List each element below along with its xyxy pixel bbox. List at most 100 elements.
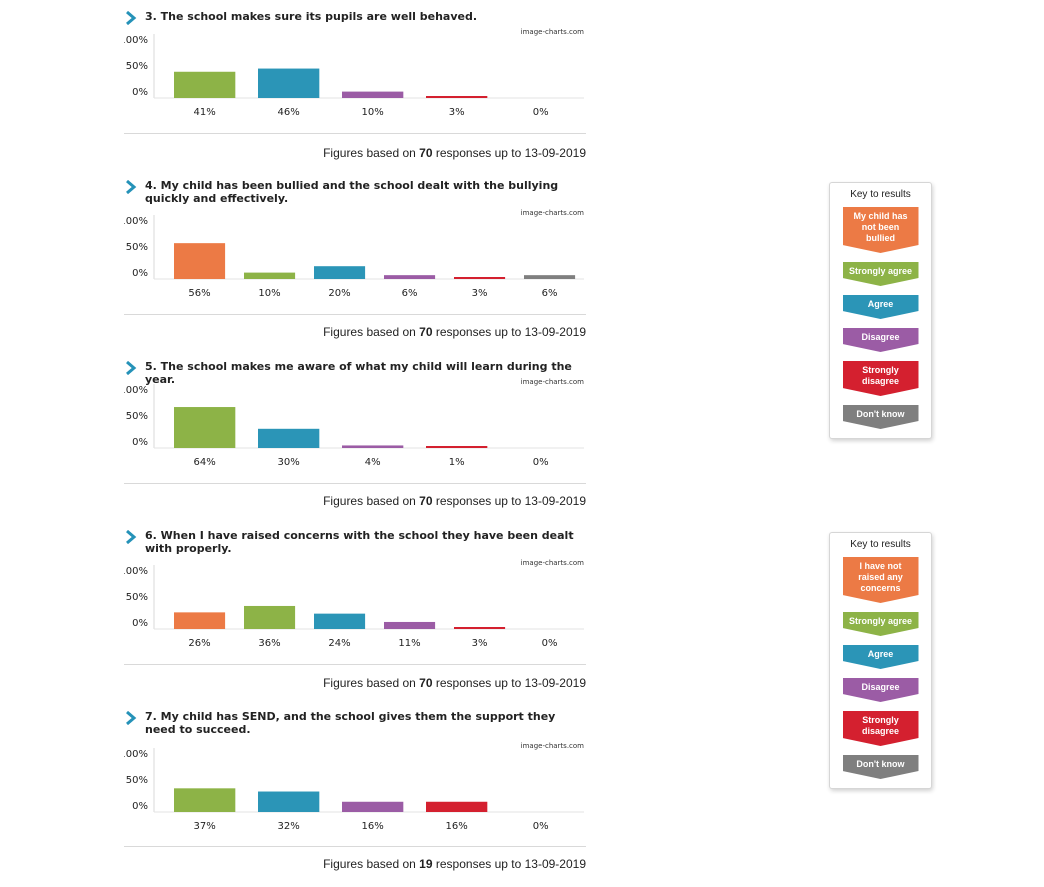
bar bbox=[174, 243, 226, 279]
y-tick-label: 50% bbox=[126, 61, 148, 72]
bar bbox=[174, 788, 236, 812]
chart-svg: image-charts.com 100% 50% 0% 56% 10% 20% 6% 3% 6% bbox=[124, 209, 585, 299]
y-tick-label: 50% bbox=[126, 242, 148, 253]
key-item: Strongly disagree bbox=[843, 361, 919, 396]
bar bbox=[342, 801, 404, 812]
data-label: 11% bbox=[398, 638, 420, 649]
data-label: 20% bbox=[328, 288, 350, 299]
y-tick-label: 100% bbox=[124, 35, 148, 46]
data-label: 3% bbox=[472, 288, 488, 299]
question-title: 6. When I have raised concerns with the … bbox=[145, 529, 574, 555]
chart-watermark: image-charts.com bbox=[521, 209, 585, 217]
bar bbox=[174, 612, 226, 629]
key-item-label: My child has not been bullied bbox=[843, 207, 919, 253]
chart-svg: image-charts.com 100% 50% 0% 37% 32% 16% 16% 0% bbox=[124, 742, 584, 832]
data-label: 64% bbox=[194, 457, 216, 468]
key-title: Key to results bbox=[850, 189, 911, 200]
figures-footnote: Figures based on 70 responses up to 13-0… bbox=[323, 676, 586, 690]
key-item-label: Agree bbox=[843, 295, 919, 319]
question-block: 6. When I have raised concerns with the … bbox=[124, 529, 586, 690]
chart-watermark: image-charts.com bbox=[521, 28, 585, 36]
question-title: 4. My child has been bullied and the sch… bbox=[145, 179, 559, 205]
question-title: 7. My child has SEND, and the school giv… bbox=[145, 710, 556, 736]
y-tick-label: 0% bbox=[132, 268, 148, 279]
key-item: Strongly agree bbox=[843, 612, 919, 636]
data-label: 36% bbox=[258, 638, 280, 649]
key-item: Agree bbox=[843, 295, 919, 319]
bar-chart: image-charts.com 100% 50% 0% 26% 36% 24% 11% 3% 0… bbox=[124, 559, 586, 664]
key-to-results: Key to results I have not raised any con… bbox=[829, 532, 932, 789]
key-item: Disagree bbox=[843, 678, 919, 702]
bar bbox=[258, 791, 320, 812]
key-item: Strongly agree bbox=[843, 262, 919, 286]
bar bbox=[174, 71, 236, 98]
question-block: 7. My child has SEND, and the school giv… bbox=[124, 710, 586, 871]
question-block: 4. My child has been bullied and the sch… bbox=[124, 179, 586, 339]
question-block: 5. The school makes me aware of what my … bbox=[124, 360, 586, 508]
bar bbox=[314, 613, 366, 629]
question-heading: 5. The school makes me aware of what my … bbox=[124, 360, 586, 386]
bar-chart: image-charts.com 100% 50% 0% 64% 30% 4% 1% 0% bbox=[124, 378, 586, 483]
key-item-label: Don't know bbox=[843, 755, 919, 779]
data-label: 46% bbox=[278, 107, 300, 118]
chevron-right-icon bbox=[126, 361, 137, 375]
y-tick-label: 0% bbox=[132, 87, 148, 98]
key-item-label: Strongly disagree bbox=[843, 711, 919, 746]
bar-chart: image-charts.com 100% 50% 0% 41% 46% 10% 3% 0% bbox=[124, 28, 586, 133]
bar bbox=[426, 801, 488, 812]
y-tick-label: 0% bbox=[132, 437, 148, 448]
y-tick-label: 50% bbox=[126, 592, 148, 603]
question-title: 5. The school makes me aware of what my … bbox=[145, 360, 572, 386]
bar bbox=[258, 68, 320, 98]
y-tick-label: 50% bbox=[126, 775, 148, 786]
key-item: Don't know bbox=[843, 755, 919, 779]
key-title: Key to results bbox=[850, 539, 911, 550]
key-item: Agree bbox=[843, 645, 919, 669]
y-tick-label: 100% bbox=[124, 385, 148, 396]
question-heading: 7. My child has SEND, and the school giv… bbox=[124, 710, 586, 736]
bar bbox=[454, 277, 506, 279]
data-label: 32% bbox=[278, 821, 300, 832]
data-label: 16% bbox=[362, 821, 384, 832]
data-label: 41% bbox=[194, 107, 216, 118]
key-item-label: Agree bbox=[843, 645, 919, 669]
key-item: Disagree bbox=[843, 328, 919, 352]
bar bbox=[244, 272, 296, 279]
key-item-label: Disagree bbox=[843, 328, 919, 352]
data-label: 0% bbox=[533, 457, 549, 468]
figures-footnote: Figures based on 70 responses up to 13-0… bbox=[323, 146, 586, 160]
chart-svg: image-charts.com 100% 50% 0% 26% 36% 24% 11% 3% 0… bbox=[124, 559, 584, 649]
question-heading: 6. When I have raised concerns with the … bbox=[124, 529, 586, 555]
chevron-right-icon bbox=[126, 11, 137, 25]
question-heading: 3. The school makes sure its pupils are … bbox=[124, 10, 586, 25]
chevron-right-icon bbox=[126, 180, 137, 194]
question-block: 3. The school makes sure its pupils are … bbox=[124, 10, 586, 160]
figures-footnote: Figures based on 70 responses up to 13-0… bbox=[323, 494, 586, 508]
data-label: 10% bbox=[362, 107, 384, 118]
divider bbox=[124, 846, 586, 847]
key-item-label: Strongly agree bbox=[843, 262, 919, 286]
key-item: Don't know bbox=[843, 405, 919, 429]
divider bbox=[124, 133, 586, 134]
data-label: 30% bbox=[278, 457, 300, 468]
key-item-label: Strongly disagree bbox=[843, 361, 919, 396]
bar bbox=[174, 407, 236, 448]
key-items: My child has not been bullied Strongly ag… bbox=[830, 207, 931, 429]
divider bbox=[124, 664, 586, 665]
bar bbox=[454, 627, 506, 629]
question-title: 3. The school makes sure its pupils are … bbox=[145, 10, 478, 23]
data-label: 24% bbox=[328, 638, 350, 649]
divider bbox=[124, 314, 586, 315]
key-item: Strongly disagree bbox=[843, 711, 919, 746]
bar-chart: image-charts.com 100% 50% 0% 37% 32% 16% 16% 0% bbox=[124, 742, 586, 847]
data-label: 0% bbox=[542, 638, 558, 649]
data-label: 0% bbox=[533, 107, 549, 118]
question-heading: 4. My child has been bullied and the sch… bbox=[124, 179, 586, 205]
bar bbox=[244, 605, 296, 629]
bar bbox=[258, 428, 320, 448]
key-item-label: Strongly agree bbox=[843, 612, 919, 636]
y-tick-label: 0% bbox=[132, 618, 148, 629]
divider bbox=[124, 483, 586, 484]
data-label: 37% bbox=[194, 821, 216, 832]
bar bbox=[384, 275, 436, 279]
